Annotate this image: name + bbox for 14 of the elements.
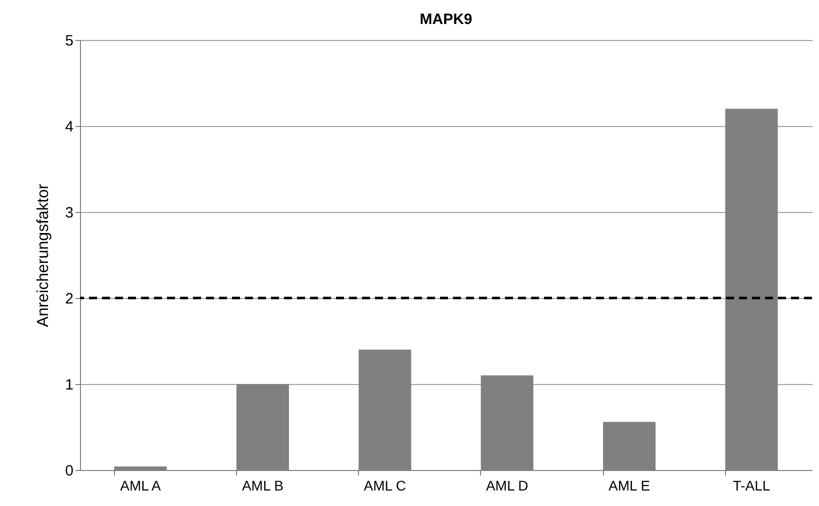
x-tick-label: AML C (364, 478, 406, 494)
y-tick-label: 5 (65, 32, 74, 50)
x-tick-label: AML B (242, 478, 284, 494)
y-tick-label: 3 (65, 204, 74, 222)
y-axis-title: Anreicherungsfaktor (35, 183, 52, 328)
x-tick-label: T-ALL (732, 478, 770, 494)
x-tick-label: AML A (120, 478, 162, 494)
y-tick-label: 4 (65, 118, 74, 136)
y-tick-label: 0 (65, 462, 74, 480)
y-tick-label: 2 (65, 290, 74, 308)
chart-title: MAPK9 (420, 11, 472, 28)
y-tick-label: 1 (65, 376, 74, 394)
x-tick-label: AML D (486, 478, 528, 494)
x-tick-label: AML E (608, 478, 650, 494)
